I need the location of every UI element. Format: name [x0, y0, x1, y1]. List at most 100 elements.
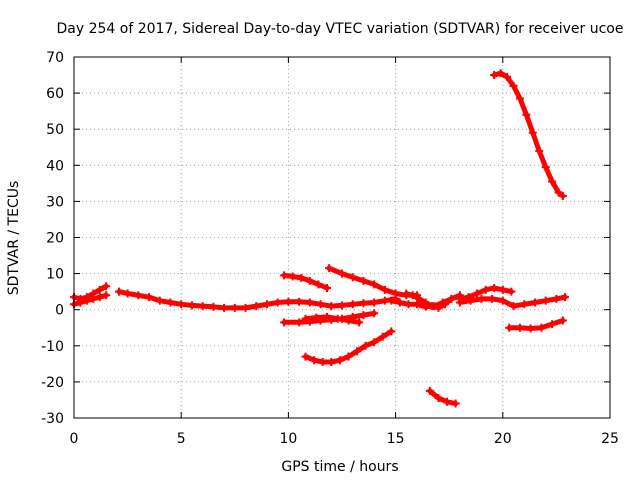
- y-axis-title: SDTVAR / TECUs: [6, 181, 22, 296]
- axis-ticks: [73, 56, 611, 419]
- y-tick-label: 60: [46, 86, 64, 102]
- data-point: [338, 301, 346, 310]
- data-point: [503, 72, 512, 81]
- data-point: [440, 300, 449, 309]
- data-point: [102, 282, 111, 291]
- data-point: [554, 188, 563, 197]
- data-point: [395, 298, 404, 307]
- x-tick-label: 15: [387, 431, 405, 447]
- data-point: [498, 296, 507, 305]
- data-point: [537, 323, 546, 332]
- data-point: [348, 300, 357, 309]
- data-point: [335, 356, 344, 365]
- data-point: [322, 284, 331, 293]
- data-point: [123, 289, 132, 298]
- data-point: [316, 300, 325, 309]
- data-point: [560, 293, 569, 302]
- data-point: [425, 386, 434, 395]
- data-point: [558, 191, 567, 200]
- data-point: [496, 69, 505, 78]
- data-point: [348, 273, 357, 282]
- data-point: [327, 302, 336, 311]
- y-tick-label: 10: [46, 267, 64, 283]
- data-point: [421, 298, 430, 307]
- chart-title: Day 254 of 2017, Sidereal Day-to-day VTE…: [57, 21, 624, 37]
- data-point: [404, 300, 413, 309]
- data-point: [402, 289, 411, 298]
- x-tick-label: 0: [70, 431, 79, 447]
- data-series: [70, 69, 569, 408]
- data-point: [115, 287, 124, 296]
- data-point: [295, 297, 304, 306]
- y-tick-label: -20: [41, 375, 64, 391]
- data-point: [89, 294, 98, 303]
- data-point: [76, 298, 85, 307]
- data-point: [548, 320, 557, 329]
- data-point: [305, 276, 314, 285]
- grid-lines: [74, 57, 610, 418]
- data-point: [155, 296, 164, 305]
- data-point: [488, 294, 497, 303]
- data-point: [333, 314, 342, 323]
- data-point: [370, 338, 379, 347]
- data-point: [434, 303, 443, 312]
- data-point: [548, 177, 557, 186]
- data-point: [509, 81, 518, 90]
- y-tick-label: -30: [41, 411, 64, 427]
- y-tick-label: -10: [41, 339, 64, 355]
- data-point: [297, 273, 306, 282]
- x-tick-label: 5: [177, 431, 186, 447]
- data-point: [520, 300, 529, 309]
- data-point: [455, 298, 464, 307]
- data-point: [481, 285, 490, 294]
- data-point: [361, 341, 370, 350]
- data-point: [558, 316, 567, 325]
- data-point: [177, 300, 186, 309]
- data-point: [490, 71, 499, 80]
- data-point: [230, 303, 239, 312]
- data-point: [370, 309, 379, 318]
- data-point: [541, 296, 550, 305]
- data-point: [301, 314, 310, 323]
- data-point: [187, 301, 196, 310]
- series-arc-11: [427, 388, 459, 407]
- y-tick-label: 70: [46, 50, 64, 66]
- data-point: [327, 358, 336, 367]
- data-point: [515, 94, 524, 103]
- data-point: [359, 299, 368, 308]
- x-tick-label: 25: [601, 431, 619, 447]
- data-point: [380, 285, 389, 294]
- data-point: [387, 327, 396, 336]
- data-point: [325, 264, 334, 273]
- data-point: [82, 296, 91, 305]
- data-point: [134, 291, 143, 300]
- y-tick-label: 40: [46, 158, 64, 174]
- data-point: [166, 298, 175, 307]
- data-point: [198, 302, 207, 311]
- data-point: [535, 146, 544, 155]
- data-point: [262, 300, 271, 309]
- data-point: [310, 356, 319, 365]
- data-point: [387, 296, 396, 305]
- x-tick-label: 20: [494, 431, 512, 447]
- y-tick-label: 0: [55, 303, 64, 319]
- data-point: [530, 298, 539, 307]
- data-point: [370, 298, 379, 307]
- data-point: [447, 294, 456, 303]
- data-point: [95, 293, 104, 302]
- data-point: [451, 399, 460, 408]
- data-point: [359, 311, 368, 320]
- data-point: [526, 324, 535, 333]
- y-tick-label: 50: [46, 122, 64, 138]
- data-point: [95, 285, 104, 294]
- data-point: [284, 297, 293, 306]
- data-point: [359, 276, 368, 285]
- data-point: [541, 163, 550, 172]
- data-point: [305, 298, 314, 307]
- y-tick-label: 30: [46, 194, 64, 210]
- data-point: [477, 294, 486, 303]
- data-point: [522, 110, 531, 119]
- x-tick-label: 10: [279, 431, 297, 447]
- data-point: [145, 293, 154, 302]
